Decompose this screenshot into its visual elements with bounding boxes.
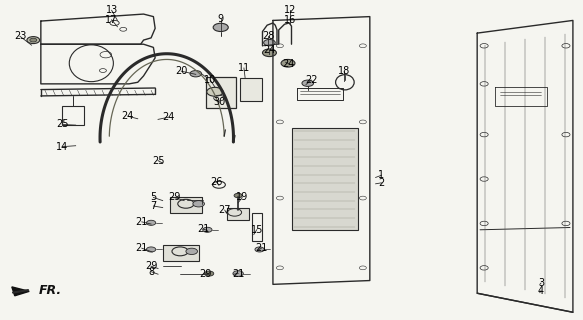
Text: 4: 4 — [538, 286, 544, 296]
Text: 10: 10 — [204, 75, 216, 85]
Circle shape — [30, 38, 37, 42]
Text: 24: 24 — [122, 111, 134, 121]
Text: 28: 28 — [262, 31, 275, 41]
Text: FR.: FR. — [39, 284, 62, 297]
Text: 22: 22 — [305, 75, 318, 85]
Text: 21: 21 — [197, 224, 209, 234]
Text: 21: 21 — [255, 243, 268, 253]
FancyBboxPatch shape — [240, 78, 262, 101]
Text: 25: 25 — [56, 119, 69, 130]
Circle shape — [262, 49, 276, 57]
Text: 14: 14 — [56, 142, 68, 152]
Circle shape — [205, 271, 214, 276]
FancyBboxPatch shape — [292, 128, 358, 230]
Text: 18: 18 — [338, 66, 350, 76]
Text: 20: 20 — [175, 66, 188, 76]
Circle shape — [207, 87, 223, 96]
Circle shape — [203, 227, 212, 232]
Text: 27: 27 — [219, 205, 231, 215]
Text: 11: 11 — [238, 63, 250, 73]
Text: 12: 12 — [284, 5, 297, 15]
Text: 2: 2 — [378, 178, 385, 188]
Text: 29: 29 — [168, 192, 181, 203]
Circle shape — [186, 248, 198, 254]
Polygon shape — [12, 287, 29, 296]
Text: 30: 30 — [213, 97, 225, 107]
Text: 24: 24 — [264, 44, 276, 55]
Circle shape — [233, 271, 243, 276]
Text: 9: 9 — [217, 14, 224, 24]
Text: 15: 15 — [251, 225, 263, 235]
Text: 21: 21 — [136, 243, 148, 253]
Circle shape — [27, 36, 40, 44]
Text: 29: 29 — [145, 261, 157, 271]
Text: 5: 5 — [150, 192, 156, 203]
Text: 1: 1 — [378, 170, 385, 180]
FancyBboxPatch shape — [206, 77, 236, 108]
Text: 7: 7 — [150, 201, 156, 211]
Text: 24: 24 — [162, 112, 175, 122]
Text: 8: 8 — [148, 267, 154, 277]
Text: 24: 24 — [282, 59, 295, 68]
Circle shape — [281, 60, 295, 67]
Circle shape — [193, 201, 205, 207]
Text: 17: 17 — [106, 15, 118, 25]
Text: 13: 13 — [106, 5, 118, 15]
Circle shape — [190, 70, 202, 77]
Text: 19: 19 — [236, 192, 248, 203]
FancyBboxPatch shape — [227, 208, 248, 220]
FancyBboxPatch shape — [170, 197, 202, 213]
Circle shape — [146, 247, 156, 252]
Circle shape — [146, 220, 156, 225]
Text: 21: 21 — [136, 217, 148, 227]
Text: 3: 3 — [538, 278, 544, 288]
Circle shape — [234, 193, 242, 198]
Text: 16: 16 — [285, 15, 297, 25]
Text: 23: 23 — [14, 31, 26, 41]
Text: 29: 29 — [199, 268, 212, 279]
Text: 25: 25 — [152, 156, 164, 166]
Text: 21: 21 — [232, 268, 244, 279]
Circle shape — [302, 80, 314, 86]
FancyBboxPatch shape — [163, 245, 199, 261]
Circle shape — [255, 247, 264, 252]
Circle shape — [264, 39, 275, 46]
Text: 26: 26 — [210, 177, 222, 187]
Circle shape — [213, 23, 229, 32]
